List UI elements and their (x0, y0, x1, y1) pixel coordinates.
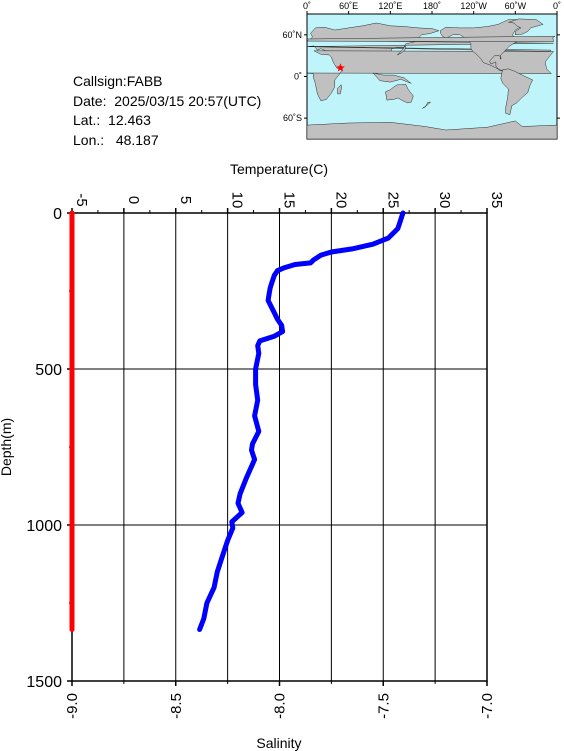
land-japan (397, 45, 406, 56)
land-antarctica (306, 120, 558, 140)
temperature-tick-label: 5 (177, 196, 194, 204)
map-lon-labels: 0˚ 60˚E 120˚E 180˚ 120˚W 60˚W 0˚ (303, 1, 561, 11)
station-info: Callsign:FABB Date: 2025/03/15 20:57(UTC… (73, 72, 261, 150)
temperature-axis-title: Temperature(C) (230, 161, 328, 177)
land-australia (385, 83, 414, 104)
date-label: Date: (73, 92, 107, 109)
map-lon-label: 0˚ (553, 1, 561, 11)
depth-axis: 0 500 1000 1500 (26, 206, 72, 691)
temperature-tick-label: 20 (332, 192, 349, 209)
land-britain (306, 35, 556, 43)
salinity-axis-title: Salinity (256, 735, 301, 751)
callsign-value: FABB (126, 73, 163, 89)
depth-tick-label: 500 (35, 362, 62, 379)
salinity-axis: -9.0 -8.5 -8.0 -7.5 -7.0 (64, 681, 496, 719)
callsign-line: Callsign:FABB (73, 72, 261, 92)
lon-value: 48.187 (115, 131, 159, 148)
temperature-tick-label: 10 (229, 192, 246, 209)
map-lon-label: 0˚ (303, 1, 311, 11)
date-line: Date: 2025/03/15 20:57(UTC) (73, 92, 261, 112)
land-greenland (508, 18, 544, 36)
world-map: 0˚ 60˚E 120˚E 180˚ 120˚W 60˚W 0˚ 60˚N 0˚ 60˚S (282, 1, 561, 140)
lat-value: 12.463 (108, 112, 151, 128)
salinity-tick-label: -8.0 (272, 693, 289, 719)
temperature-tick-label: 25 (384, 192, 401, 209)
lat-label: Lat.: (73, 112, 101, 128)
land-south-america (500, 68, 533, 115)
plot-grid (72, 213, 487, 681)
map-lon-label: 60˚E (339, 1, 358, 11)
land-africa (306, 50, 554, 102)
series (69, 210, 406, 632)
depth-axis-title: Depth(m) (0, 418, 14, 476)
depth-tick-label: 0 (53, 206, 62, 223)
date-value: 2025/03/15 20:57(UTC) (114, 92, 262, 109)
station-marker-star (336, 63, 345, 72)
map-lat-label: 60˚N (282, 30, 302, 40)
temperature-tick-label: 15 (281, 192, 298, 209)
salinity-tick-label: -9.0 (64, 693, 81, 719)
map-lat-labels: 60˚N 0˚ 60˚S (282, 30, 302, 123)
temperature-tick-label: 30 (436, 192, 453, 209)
land-indonesia (372, 72, 412, 84)
map-lon-label: 120˚E (378, 1, 402, 11)
temperature-tick-label: 35 (488, 192, 505, 209)
map-lon-label: 180˚ (423, 1, 441, 11)
temperature-tick-label: 0 (125, 196, 142, 204)
temperature-tick-label: -5 (73, 193, 90, 206)
map-lon-label: 60˚W (505, 1, 527, 11)
lon-label: Lon.: (73, 131, 105, 148)
temperature-profile-line (197, 210, 406, 632)
map-lat-label: 0˚ (294, 72, 302, 82)
lat-line: Lat.: 12.463 (73, 111, 261, 131)
map-lon-label: 120˚W (460, 1, 487, 11)
land-madagascar (337, 84, 342, 95)
callsign-label: Callsign: (73, 73, 127, 89)
station-marker (336, 63, 345, 72)
lon-line: Lon.: 48.187 (73, 131, 261, 151)
depth-tick-label: 1000 (26, 518, 62, 535)
land-new-zealand (422, 101, 432, 109)
salinity-tick-label: -8.5 (168, 693, 185, 719)
map-lat-label: 60˚S (283, 113, 302, 123)
map-ticks (304, 11, 560, 119)
map-land (306, 18, 558, 140)
salinity-tick-label: -7.5 (375, 693, 392, 719)
depth-tick-label: 1500 (26, 674, 62, 691)
temperature-axis: -5 0 5 10 15 20 25 30 35 (71, 192, 505, 213)
salinity-tick-label: -7.0 (479, 693, 496, 719)
